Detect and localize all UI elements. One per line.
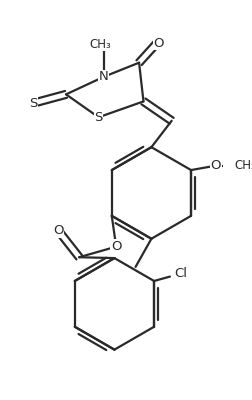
Text: S: S (94, 111, 102, 124)
Text: O: O (153, 37, 163, 50)
Text: CH₃: CH₃ (89, 38, 111, 51)
Text: S: S (29, 97, 38, 110)
Text: CH₃: CH₃ (234, 159, 252, 172)
Text: Cl: Cl (173, 268, 186, 280)
Text: O: O (110, 240, 121, 253)
Text: N: N (99, 70, 108, 83)
Text: O: O (210, 159, 220, 172)
Text: O: O (53, 224, 63, 237)
